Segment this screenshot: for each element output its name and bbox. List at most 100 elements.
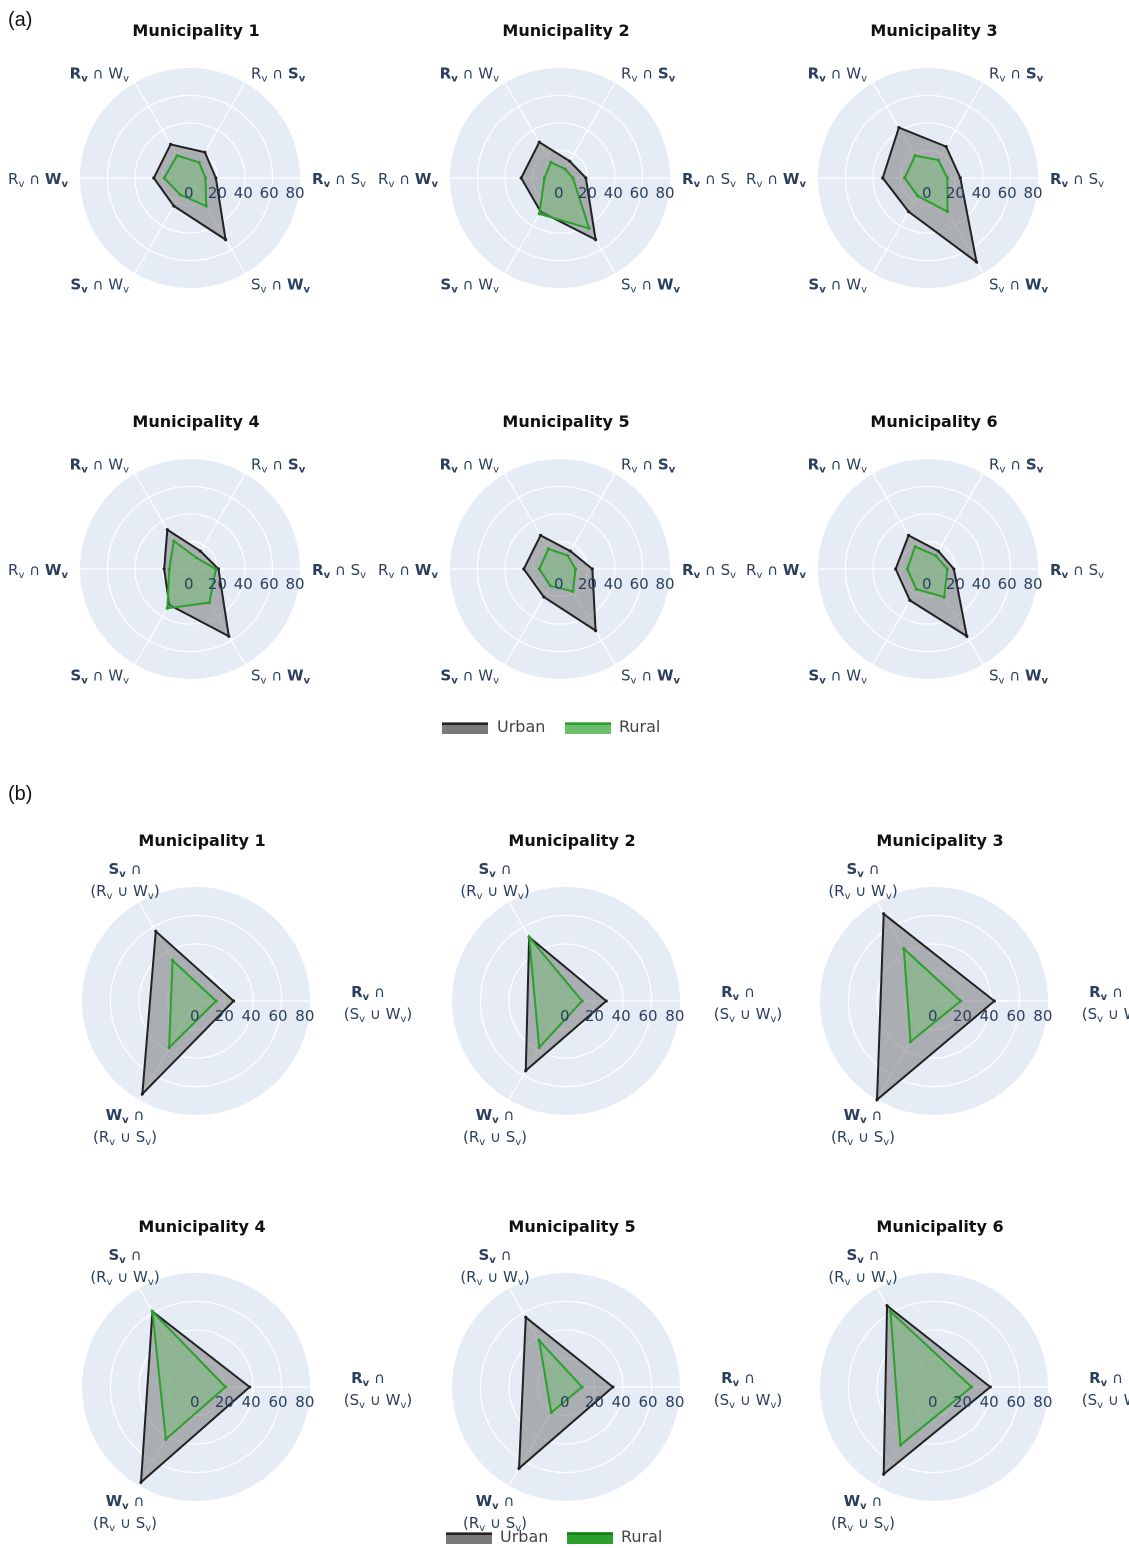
chart-title: Municipality 4 bbox=[132, 412, 259, 431]
axis-label: (Rv ∪ Wv) bbox=[460, 1268, 529, 1288]
series-urban-point bbox=[906, 210, 911, 214]
legend-panel-a: Urban Rural bbox=[442, 717, 660, 736]
axis-label: Sv ∩ Wv bbox=[440, 276, 499, 296]
radial-tick-label: 80 bbox=[665, 1393, 684, 1411]
series-rural-point bbox=[913, 153, 917, 158]
radial-tick-label: 0 bbox=[560, 1007, 570, 1025]
radial-tick-label: 60 bbox=[630, 184, 649, 202]
series-urban-point bbox=[965, 634, 969, 638]
series-rural-point bbox=[945, 567, 950, 571]
series-urban-point bbox=[897, 125, 901, 130]
radial-tick-label: 0 bbox=[184, 575, 194, 593]
axis-label: Rv ∩ Wv bbox=[808, 64, 867, 84]
radial-tick-label: 80 bbox=[286, 184, 305, 202]
axis-label: Wv ∩ bbox=[476, 1106, 515, 1126]
series-urban-point bbox=[154, 929, 158, 933]
series-rural-point bbox=[945, 176, 950, 180]
series-urban-point bbox=[152, 176, 156, 180]
axis-label: (Sv ∪ Wv) bbox=[344, 1391, 412, 1411]
axis-label: Rv ∩ Sv bbox=[682, 170, 736, 190]
chart-title: Municipality 3 bbox=[876, 831, 1003, 850]
axis-label: Sv ∩ Wv bbox=[989, 276, 1049, 296]
radial-tick-label: 20 bbox=[953, 1007, 972, 1025]
chart-title: Municipality 4 bbox=[138, 1217, 265, 1236]
axis-label: Rv ∩ Sv bbox=[682, 561, 736, 581]
series-urban-point bbox=[882, 912, 886, 916]
series-rural-point bbox=[549, 160, 553, 164]
axis-label: Rv ∩ Sv bbox=[312, 170, 366, 190]
series-urban-point bbox=[952, 567, 956, 571]
chart-title: Municipality 1 bbox=[138, 831, 265, 850]
radial-tick-label: 0 bbox=[922, 184, 932, 202]
radial-tick-label: 60 bbox=[268, 1007, 287, 1025]
series-rural-polygon bbox=[527, 933, 584, 1050]
axis-label: Sv ∩ Wv bbox=[989, 667, 1049, 687]
series-rural-point bbox=[587, 226, 591, 231]
series-urban-point bbox=[231, 999, 236, 1003]
axis-label: Rv ∩ Sv bbox=[251, 64, 306, 84]
radar-chart: 0 20 40 60 80 Municipality 3 Rv ∩ Sv Rv ∩ Sv Rv … bbox=[746, 21, 1104, 296]
radar-chart: 0 20 40 60 80 Municipality 6 Rv ∩(Sv ∪ Wv) Sv ∩… bbox=[820, 1217, 1129, 1534]
series-rural-point bbox=[167, 567, 171, 571]
axis-label: Wv ∩ bbox=[844, 1492, 883, 1512]
series-rural-point bbox=[223, 1385, 228, 1389]
series-urban-point bbox=[522, 567, 526, 571]
radial-tick-label: 80 bbox=[1033, 1393, 1052, 1411]
series-urban-polygon bbox=[524, 935, 608, 1073]
radial-tick-label: 20 bbox=[208, 184, 227, 202]
series-rural-point bbox=[527, 935, 531, 939]
series-urban-point bbox=[538, 533, 543, 537]
axis-label: Rv ∩ Sv bbox=[989, 64, 1044, 84]
chart-title: Municipality 3 bbox=[870, 21, 997, 40]
axis-label: Rv ∩ bbox=[1089, 983, 1123, 1003]
series-rural-point bbox=[580, 999, 584, 1003]
series-rural-point bbox=[563, 167, 567, 171]
axis-label: Sv ∩ bbox=[478, 860, 511, 880]
series-rural-point bbox=[537, 1338, 541, 1343]
series-urban-point bbox=[894, 567, 898, 571]
axis-label: Sv ∩ bbox=[846, 1246, 879, 1266]
series-urban-point bbox=[214, 176, 218, 180]
axis-label: Sv ∩ bbox=[108, 860, 141, 880]
series-urban-point bbox=[227, 634, 231, 638]
series-rural-point bbox=[959, 999, 963, 1003]
series-urban-point bbox=[172, 204, 176, 208]
axis-label: Rv ∩ Wv bbox=[746, 561, 806, 581]
radial-tick-label: 80 bbox=[656, 184, 675, 202]
radial-tick-label: 40 bbox=[242, 1007, 261, 1025]
axis-label: (Rv ∪ Sv) bbox=[831, 1128, 895, 1148]
legend-urban-label: Urban bbox=[500, 1527, 548, 1546]
panel-label-b: (b) bbox=[8, 783, 32, 805]
axis-label: Wv ∩ bbox=[106, 1492, 145, 1512]
series-rural-point bbox=[913, 544, 917, 549]
series-urban-point bbox=[936, 549, 940, 553]
series-rural-point bbox=[573, 567, 578, 571]
series-urban-point bbox=[162, 567, 166, 571]
series-rural-point bbox=[197, 160, 201, 164]
series-rural-point bbox=[548, 584, 552, 588]
radar-chart: 0 20 40 60 80 Municipality 2 Rv ∩ Sv Rv ∩ Sv Rv … bbox=[378, 21, 736, 296]
radar-chart: 0 20 40 60 80 Municipality 3 Rv ∩(Sv ∪ Wv) Sv ∩… bbox=[820, 831, 1129, 1148]
series-urban-point bbox=[593, 238, 598, 242]
radial-tick-label: 60 bbox=[630, 575, 649, 593]
radial-tick-label: 20 bbox=[215, 1007, 234, 1025]
legend-urban-label: Urban bbox=[497, 717, 545, 736]
series-rural-point bbox=[207, 601, 212, 605]
series-urban-polygon bbox=[141, 929, 235, 1097]
series-urban-point bbox=[537, 140, 541, 144]
series-rural-point bbox=[537, 1045, 541, 1050]
radial-tick-label: 80 bbox=[665, 1007, 684, 1025]
radar-chart: 0 20 40 60 80 Municipality 6 Rv ∩ Sv Rv ∩ Sv Rv … bbox=[746, 412, 1104, 687]
axis-label: Wv ∩ bbox=[106, 1106, 145, 1126]
series-urban-point bbox=[944, 145, 948, 149]
axis-label: Rv ∩ Sv bbox=[1050, 170, 1104, 190]
series-urban-point bbox=[604, 999, 608, 1003]
series-rural-point bbox=[194, 556, 199, 560]
axis-label: Rv ∩ Wv bbox=[808, 455, 867, 475]
radial-tick-label: 80 bbox=[1024, 575, 1043, 593]
radial-tick-label: 40 bbox=[234, 575, 253, 593]
chart-title: Municipality 5 bbox=[508, 1217, 635, 1236]
chart-title: Municipality 1 bbox=[132, 21, 259, 40]
legend-rural-label: Rural bbox=[619, 717, 660, 736]
series-rural-point bbox=[162, 176, 166, 180]
